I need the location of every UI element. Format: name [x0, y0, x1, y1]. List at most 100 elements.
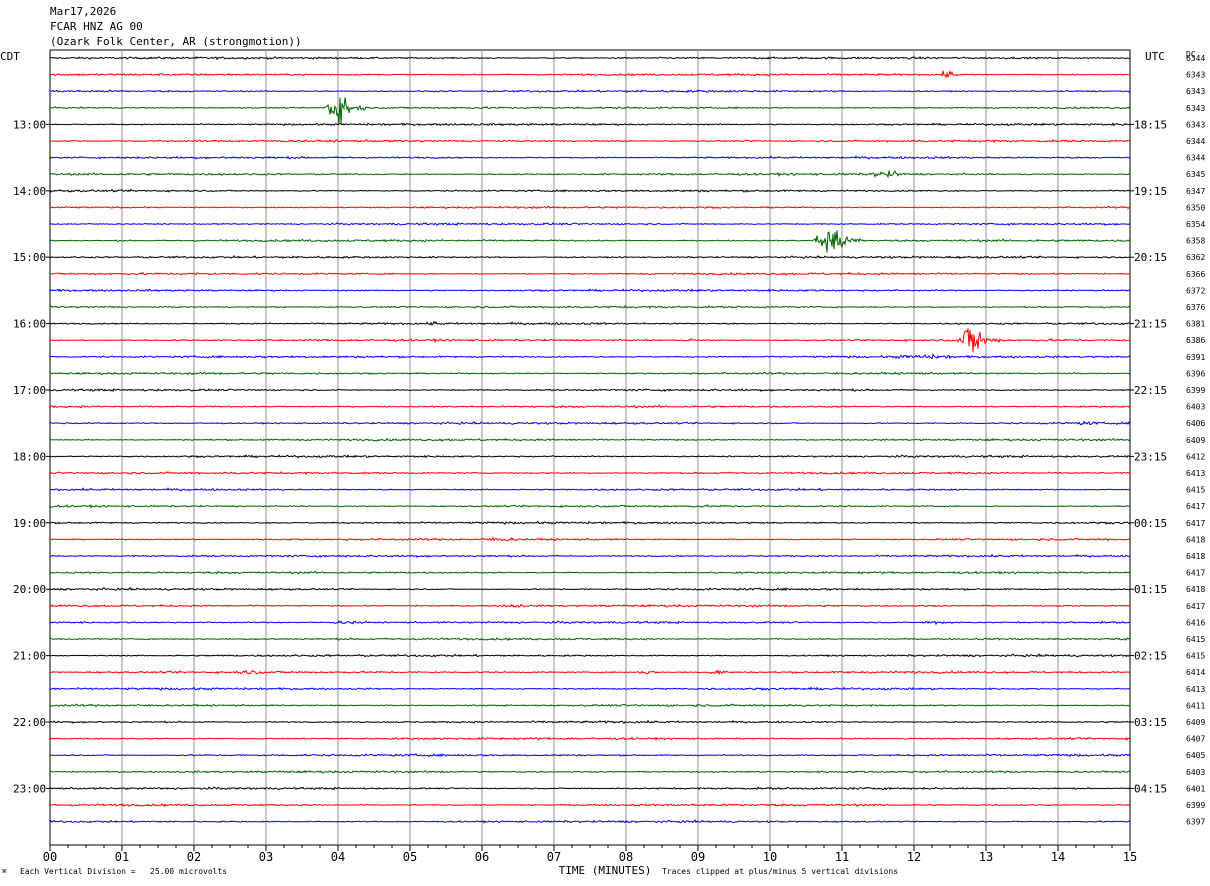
- trace-line: [49, 753, 1131, 758]
- dc-offset-label: 6415: [1186, 486, 1205, 495]
- dc-offset-label: 6403: [1186, 403, 1205, 412]
- trace-line: [49, 487, 1131, 492]
- trace-line: [49, 70, 1131, 79]
- dc-offset-label: 6409: [1186, 436, 1205, 445]
- trace-line: [49, 320, 1131, 326]
- left-hour-label: 16:00: [13, 318, 46, 331]
- trace-line: [49, 471, 1131, 476]
- dc-offset-label: 6412: [1186, 452, 1205, 461]
- left-hour-label: 22:00: [13, 716, 46, 729]
- x-tick-label: 01: [115, 850, 129, 864]
- trace-line: [49, 305, 1131, 310]
- x-tick-label: 04: [331, 850, 345, 864]
- dc-header: DC: [1186, 50, 1196, 59]
- x-tick-label: 07: [547, 850, 561, 864]
- right-hour-label: 19:15: [1134, 185, 1167, 198]
- dc-offset-label: 6413: [1186, 685, 1205, 694]
- trace-line: [49, 620, 1131, 626]
- right-hour-label: 04:15: [1134, 782, 1167, 795]
- dc-offset-label: 6347: [1186, 187, 1205, 196]
- trace-line: [49, 255, 1131, 260]
- dc-offset-label: 6407: [1186, 735, 1205, 744]
- dc-offset-label: 6343: [1186, 87, 1205, 96]
- trace-line: [49, 288, 1131, 293]
- dc-offset-label: 6344: [1186, 54, 1205, 63]
- x-tick-label: 14: [1051, 850, 1065, 864]
- x-tick-label: 03: [259, 850, 273, 864]
- clip-note: Traces clipped at plus/minus 5 vertical …: [662, 867, 899, 876]
- left-hour-label: 13:00: [13, 118, 46, 131]
- dc-offset-label: 6399: [1186, 386, 1205, 395]
- trace-line: [49, 819, 1131, 824]
- trace-line: [49, 686, 1131, 691]
- trace-line: [50, 769, 1131, 774]
- right-hour-label: 23:15: [1134, 450, 1167, 463]
- dc-offset-label: 6401: [1186, 784, 1205, 793]
- trace-line: [49, 388, 1131, 392]
- left-hour-label: 21:00: [13, 650, 46, 663]
- trace-line: [49, 586, 1131, 592]
- dc-offset-label: 6418: [1186, 552, 1205, 561]
- trace-line: [49, 56, 1131, 61]
- dc-offset-label: 6418: [1186, 535, 1205, 544]
- dc-offset-label: 6343: [1186, 120, 1205, 129]
- scale-note: Each Vertical Division = 25.00 microvolt…: [20, 867, 228, 876]
- x-tick-label: 09: [691, 850, 705, 864]
- trace-line: [49, 736, 1131, 741]
- dc-offset-label: 6345: [1186, 170, 1205, 179]
- x-tick-label: 11: [835, 850, 849, 864]
- dc-offset-label: 6391: [1186, 353, 1205, 362]
- right-hour-label: 03:15: [1134, 716, 1167, 729]
- dc-offset-label: 6344: [1186, 154, 1205, 163]
- trace-line: [49, 570, 1131, 576]
- trace-line: [49, 786, 1131, 791]
- trace-line: [49, 719, 1131, 725]
- x-tick-label: 15: [1123, 850, 1137, 864]
- dc-offset-label: 6354: [1186, 220, 1205, 229]
- left-hour-label: 15:00: [13, 251, 46, 264]
- channel-label: FCAR HNZ AG 00: [50, 20, 143, 33]
- trace-line: [49, 803, 1131, 807]
- left-hour-label: 23:00: [13, 782, 46, 795]
- dc-offset-label: 6344: [1186, 137, 1205, 146]
- dc-offset-label: 6381: [1186, 320, 1205, 329]
- x-tick-label: 05: [403, 850, 417, 864]
- dc-offset-label: 6416: [1186, 618, 1205, 627]
- x-tick-label: 10: [763, 850, 777, 864]
- dc-offset-label: 6399: [1186, 801, 1205, 810]
- trace-line: [49, 653, 1131, 658]
- trace-line: [49, 97, 1131, 124]
- trace-line: [49, 553, 1131, 559]
- trace-line: [49, 504, 1131, 509]
- trace-line: [50, 454, 1131, 459]
- trace-line: [49, 420, 1131, 426]
- dc-offset-label: 6414: [1186, 668, 1205, 677]
- x-tick-label: 02: [187, 850, 201, 864]
- trace-line: [49, 669, 1131, 676]
- dc-offset-label: 6386: [1186, 336, 1205, 345]
- corner-mark: ⌘: [2, 867, 7, 876]
- trace-line: [50, 371, 1131, 376]
- dc-offset-label: 6417: [1186, 569, 1205, 578]
- right-hour-label: 18:15: [1134, 118, 1167, 131]
- right-hour-label: 02:15: [1134, 650, 1167, 663]
- dc-offset-label: 6411: [1186, 701, 1205, 710]
- right-hour-label: 00:15: [1134, 517, 1167, 530]
- trace-line: [49, 155, 1130, 160]
- dc-offset-label: 6415: [1186, 652, 1205, 661]
- trace-line: [49, 603, 1130, 608]
- x-tick-label: 00: [43, 850, 57, 864]
- dc-offset-label: 6358: [1186, 237, 1205, 246]
- dc-offset-label: 6350: [1186, 203, 1205, 212]
- trace-line: [49, 205, 1131, 210]
- station-label: (Ozark Folk Center, AR (strongmotion)): [50, 35, 302, 48]
- trace-line: [49, 170, 1131, 179]
- trace-line: [49, 703, 1131, 708]
- dc-offset-label: 6366: [1186, 270, 1205, 279]
- x-tick-label: 12: [907, 850, 921, 864]
- dc-offset-label: 6405: [1186, 751, 1205, 760]
- right-hour-label: 01:15: [1134, 583, 1167, 596]
- dc-offset-label: 6343: [1186, 71, 1205, 80]
- left-hour-label: 19:00: [13, 517, 46, 530]
